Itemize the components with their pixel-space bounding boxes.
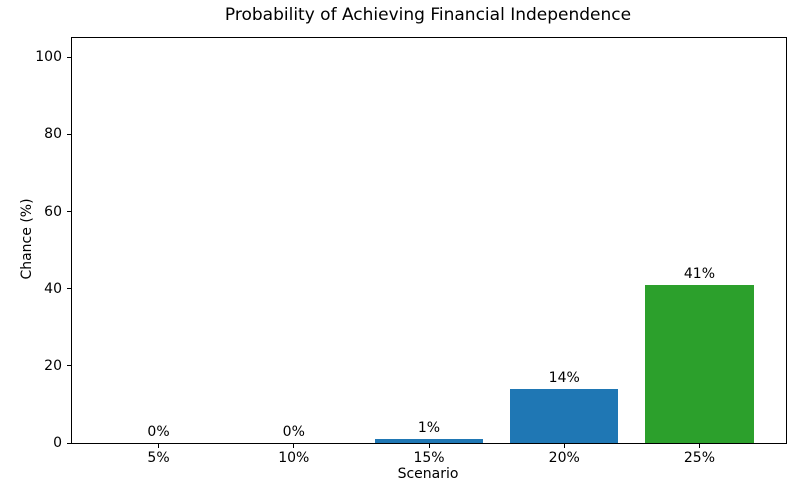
bar [645, 284, 754, 443]
x-tick-label: 10% [278, 450, 310, 466]
plot-area: 0 20 40 60 80 100 0% 5% 0% 10% 1% 15% 14% 20% 41% 25% [35, 37, 787, 466]
x-tick-label: 25% [683, 450, 716, 466]
y-tick-label: 20 [44, 357, 62, 374]
bar-value-label: 1% [417, 420, 441, 437]
chart-title: Probability of Achieving Financial Indep… [224, 5, 632, 25]
bar-value-label: 14% [548, 370, 580, 386]
bar-value-label: 41% [683, 265, 716, 282]
y-tick-mark [67, 442, 71, 444]
y-tick-mark [67, 211, 71, 213]
y-tick-mark [67, 56, 71, 58]
y-tick-label: 80 [44, 126, 62, 143]
x-tick-mark [698, 444, 700, 448]
y-tick-label: 100 [35, 49, 62, 66]
bar [374, 439, 484, 443]
bar-value-label: 0% [147, 424, 170, 440]
x-tick-mark [158, 444, 160, 448]
y-tick-label: 40 [44, 280, 62, 297]
x-tick-mark [293, 444, 295, 448]
y-tick-mark [67, 288, 71, 290]
y-tick-mark [67, 133, 71, 135]
x-tick-mark [563, 444, 565, 448]
y-tick-label: 60 [44, 203, 62, 220]
x-tick-label: 15% [413, 450, 445, 466]
bar [510, 389, 619, 443]
bar-value-label: 0% [282, 424, 305, 440]
x-axis-label: Scenario [397, 466, 459, 482]
y-tick-mark [67, 365, 71, 367]
x-tick-label: 20% [548, 450, 580, 466]
x-tick-label: 5% [147, 450, 170, 466]
x-tick-mark [428, 444, 430, 448]
y-tick-label: 0 [53, 435, 62, 451]
